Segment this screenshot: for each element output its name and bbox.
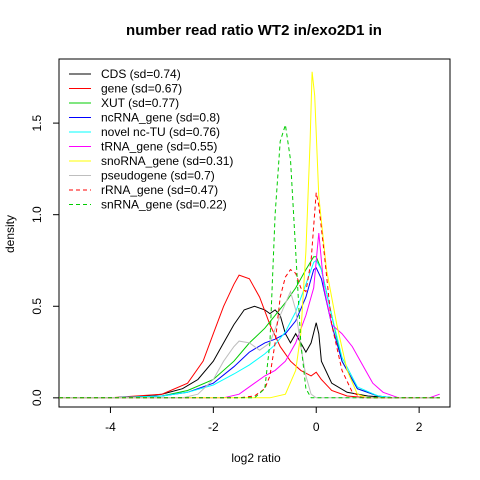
y-axis-label: density — [3, 215, 17, 253]
legend-label: CDS (sd=0.74) — [101, 67, 181, 81]
legend-label: tRNA_gene (sd=0.55) — [101, 140, 217, 154]
legend-label: rRNA_gene (sd=0.47) — [101, 183, 218, 197]
x-axis: -4 -2 0 2 — [105, 407, 423, 434]
series-line-2 — [59, 256, 440, 399]
y-tick-label: 1.0 — [30, 206, 44, 223]
x-tick-label: 2 — [416, 420, 423, 434]
x-tick-label: 0 — [313, 420, 320, 434]
x-tick-label: -4 — [105, 420, 116, 434]
y-tick-label: 0.5 — [30, 298, 44, 315]
y-tick-label: 1.5 — [30, 114, 44, 131]
series-line-4 — [59, 259, 440, 399]
series-line-5 — [59, 232, 440, 399]
legend-label: snoRNA_gene (sd=0.31) — [101, 154, 233, 168]
legend-label: ncRNA_gene (sd=0.8) — [101, 111, 220, 125]
x-axis-label: log2 ratio — [231, 451, 281, 465]
legend-label: pseudogene (sd=0.7) — [101, 169, 215, 183]
series-line-6 — [59, 71, 440, 399]
legend-label: snRNA_gene (sd=0.22) — [101, 198, 227, 212]
x-tick-label: -2 — [208, 420, 219, 434]
y-tick-label: 0.0 — [30, 389, 44, 406]
legend-label: XUT (sd=0.77) — [101, 96, 179, 110]
series-line-3 — [59, 267, 440, 399]
chart-title: number read ratio WT2 in/exo2D1 in — [126, 22, 382, 39]
legend-label: gene (sd=0.67) — [101, 82, 182, 96]
series-line-1 — [59, 274, 440, 399]
legend: CDS (sd=0.74)gene (sd=0.67)XUT (sd=0.77)… — [69, 67, 233, 212]
series-line-8 — [59, 192, 440, 399]
legend-label: novel nc-TU (sd=0.76) — [101, 125, 220, 139]
plot-frame — [58, 58, 451, 408]
y-axis: 0.0 0.5 1.0 1.5 — [30, 114, 59, 406]
series-line-7 — [59, 290, 440, 399]
series-layer — [59, 71, 440, 399]
